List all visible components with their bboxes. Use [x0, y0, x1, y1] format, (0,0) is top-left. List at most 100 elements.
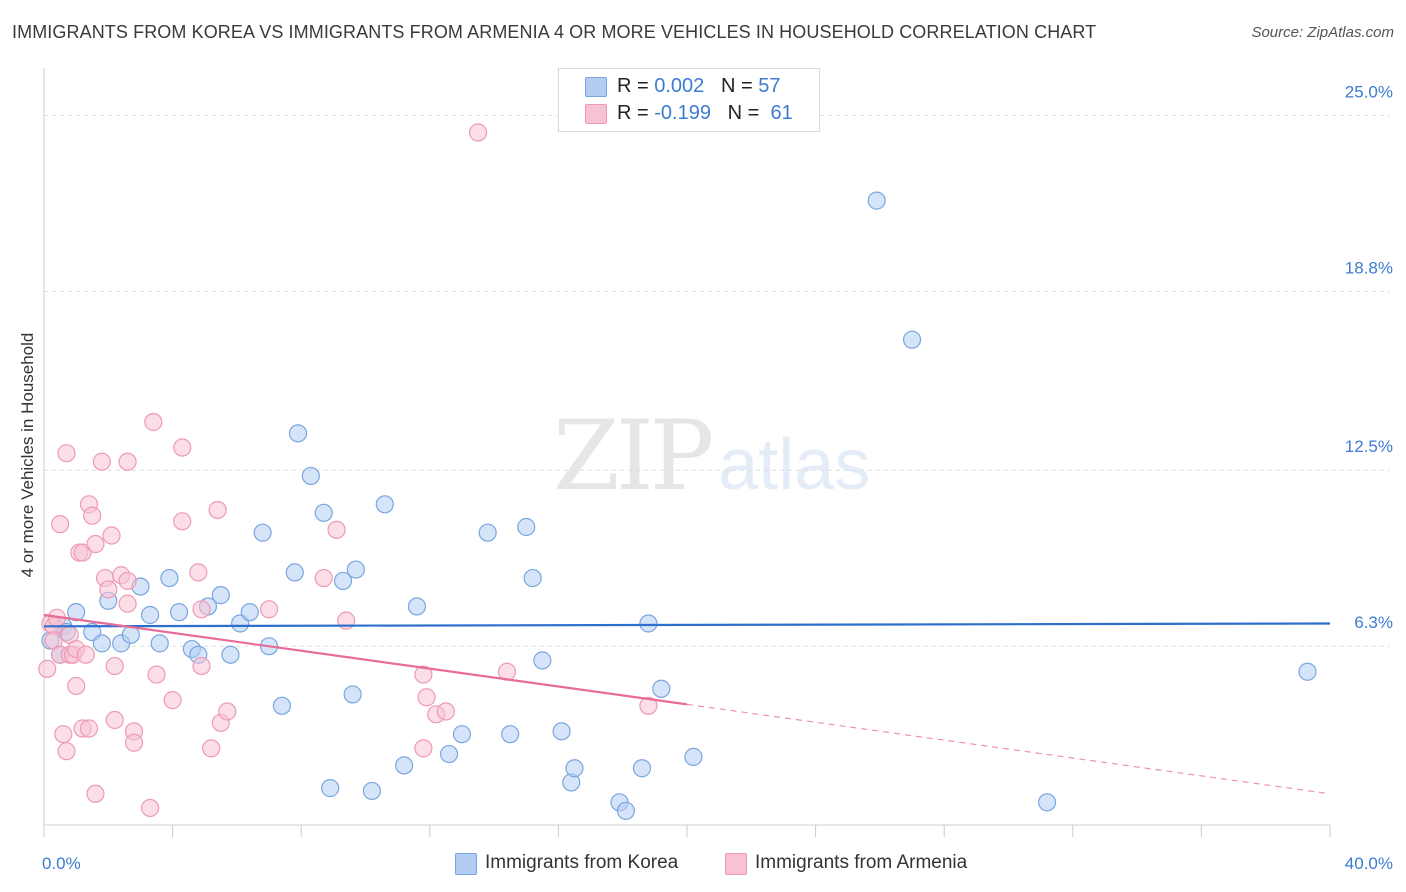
- korea-point: [867, 191, 886, 210]
- armenia-point: [414, 665, 433, 684]
- korea-point: [169, 603, 189, 622]
- armenia-point: [54, 725, 73, 744]
- armenia-point: [147, 665, 166, 684]
- armenia-point: [57, 742, 76, 761]
- korea-point: [616, 801, 636, 820]
- korea-point: [240, 603, 259, 622]
- legend-r-value-korea: 0.002: [654, 75, 705, 97]
- legend-n-label-armenia: N =: [727, 102, 765, 124]
- korea-point: [333, 571, 353, 591]
- armenia-point: [259, 600, 279, 619]
- legend-swatch-korea: [585, 77, 607, 97]
- watermark-zip: ZIP: [553, 400, 714, 512]
- armenia-point: [417, 688, 436, 707]
- legend-swatch-armenia: [585, 104, 607, 124]
- armenia-point: [73, 543, 92, 562]
- armenia-point: [79, 719, 99, 738]
- armenia-point: [57, 444, 76, 463]
- watermark-atlas: atlas: [718, 425, 871, 505]
- korea-point: [346, 560, 365, 579]
- korea-point: [517, 517, 536, 537]
- korea-point: [92, 634, 111, 653]
- korea-point: [272, 696, 292, 715]
- korea-point: [452, 725, 472, 744]
- armenia-point: [436, 702, 455, 721]
- armenia-point: [92, 452, 111, 471]
- korea-point: [439, 744, 459, 764]
- armenia-point: [118, 594, 137, 613]
- bottom-legend-label-armenia: Immigrants from Armenia: [755, 852, 968, 873]
- armenia-points: [38, 123, 658, 818]
- legend-n-value-armenia: 61: [770, 102, 793, 124]
- legend-n-value-korea: 57: [758, 75, 781, 97]
- armenia-point: [468, 123, 488, 142]
- korea-point: [632, 759, 652, 778]
- legend-r-label-korea: R =: [617, 75, 655, 97]
- axes: [43, 68, 1331, 837]
- korea-point: [652, 679, 671, 698]
- korea-point: [1037, 793, 1057, 812]
- korea-point: [1298, 662, 1317, 681]
- korea-point: [552, 722, 571, 741]
- y-tick-label: 18.8%: [1345, 258, 1393, 277]
- korea-point: [160, 568, 179, 588]
- korea-point: [565, 759, 584, 778]
- tick-labels: 6.3% 12.5% 18.8% 25.0% 0.0% 40.0%: [42, 82, 1393, 873]
- armenia-point: [124, 733, 144, 752]
- source-label: Source: ZipAtlas.com: [1251, 24, 1394, 41]
- armenia-point: [67, 676, 86, 696]
- korea-point: [343, 685, 362, 704]
- armenia-point: [38, 659, 57, 679]
- korea-point: [221, 645, 240, 664]
- korea-point: [523, 568, 542, 588]
- armenia-point: [414, 739, 433, 758]
- gridlines: [44, 114, 1390, 647]
- armenia-point: [118, 452, 137, 471]
- x-tick-label: 40.0%: [1345, 854, 1393, 873]
- armenia-trend-line-extrapolated: [686, 703, 1331, 795]
- trend-lines: [43, 613, 1331, 795]
- armenia-point: [118, 571, 137, 591]
- korea-point: [150, 634, 169, 653]
- armenia-point: [144, 412, 163, 432]
- armenia-point: [50, 515, 70, 534]
- korea-point: [902, 330, 922, 349]
- x-tick-label: 0.0%: [42, 854, 81, 873]
- korea-points: [41, 191, 1317, 820]
- korea-point: [533, 651, 552, 670]
- armenia-point: [189, 563, 208, 582]
- armenia-point: [102, 526, 121, 545]
- legend-r-value-armenia: -0.199: [654, 102, 711, 124]
- korea-point: [67, 603, 86, 622]
- bottom-legend-swatch-korea: [455, 853, 477, 875]
- korea-point: [288, 424, 308, 443]
- korea-point: [211, 586, 230, 605]
- korea-point: [301, 466, 320, 486]
- armenia-point: [208, 500, 227, 520]
- armenia-point: [99, 580, 118, 599]
- korea-point: [253, 523, 272, 542]
- correlation-legend: R = 0.002 N = 57 R = -0.199 N = 61: [558, 68, 820, 132]
- korea-point: [394, 756, 414, 775]
- armenia-point: [192, 600, 211, 619]
- legend-r-label-armenia: R =: [617, 102, 655, 124]
- armenia-point: [202, 739, 221, 758]
- armenia-point: [173, 438, 192, 457]
- korea-point: [478, 523, 497, 542]
- korea-point: [639, 614, 658, 633]
- korea-point: [362, 781, 382, 801]
- legend-n-label-korea: N =: [720, 75, 759, 97]
- korea-point: [501, 725, 520, 744]
- armenia-trend-line: [43, 613, 688, 706]
- armenia-point: [314, 568, 333, 588]
- korea-trend-line: [43, 622, 1331, 628]
- armenia-point: [86, 784, 105, 803]
- y-tick-label: 25.0%: [1345, 82, 1393, 101]
- y-tick-label: 6.3%: [1354, 613, 1393, 632]
- korea-point: [285, 563, 304, 582]
- armenia-point: [173, 512, 192, 531]
- armenia-point: [163, 691, 182, 710]
- armenia-point: [76, 645, 95, 664]
- armenia-point: [327, 520, 346, 539]
